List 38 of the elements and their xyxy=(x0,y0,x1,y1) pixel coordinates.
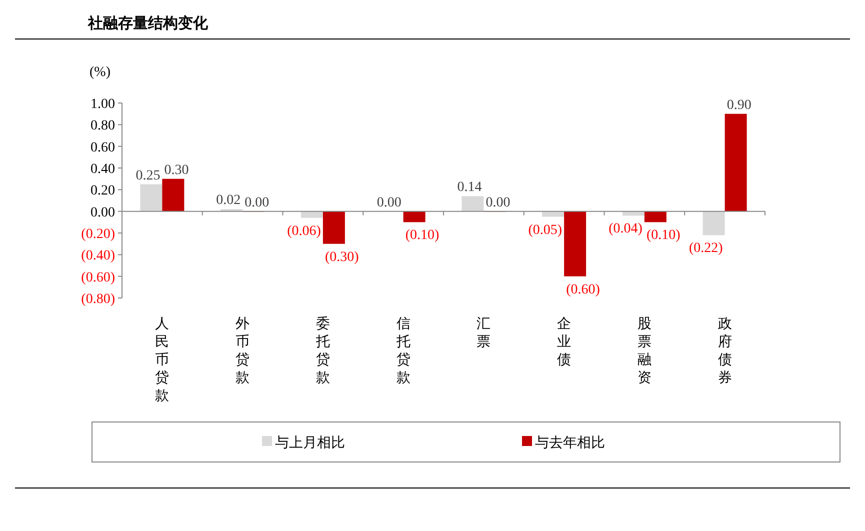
data-label: (0.60) xyxy=(566,282,600,298)
x-tick-label: 股票融资 xyxy=(637,316,652,386)
y-tick-label: 0.20 xyxy=(90,184,115,199)
x-tick-label: 委托贷款 xyxy=(314,316,330,386)
y-tick-label: (0.60) xyxy=(81,270,116,286)
data-label: (0.10) xyxy=(405,228,440,244)
data-label: 0.02 xyxy=(216,193,241,208)
x-tick-label: 外币贷款 xyxy=(236,316,250,386)
x-tick-label: 汇票 xyxy=(476,316,491,350)
data-label: (0.04) xyxy=(608,222,643,237)
y-tick-label: (0.80) xyxy=(81,292,116,307)
data-label: 0.30 xyxy=(164,162,189,178)
y-tick-label: 1.00 xyxy=(90,97,115,112)
x-tick-label: 人民币贷款 xyxy=(155,316,170,404)
y-tick-label: 0.60 xyxy=(90,140,115,156)
data-label: 0.00 xyxy=(486,195,510,210)
data-label: 0.00 xyxy=(244,195,270,210)
y-tick-label: 0.40 xyxy=(90,162,115,177)
legend-label: 与上月相比 xyxy=(275,435,345,451)
data-label: 0.14 xyxy=(457,180,482,196)
data-label: 0.00 xyxy=(376,195,402,210)
x-tick-label: 信托贷款 xyxy=(395,316,410,386)
data-label: (0.22) xyxy=(688,241,724,256)
data-label: (0.30) xyxy=(324,250,360,265)
chart-title: 社融存量结构变化 xyxy=(87,14,209,32)
y-tick-label: (0.40) xyxy=(81,248,116,264)
data-label: (0.05) xyxy=(528,222,562,238)
x-tick-label: 政府债券 xyxy=(718,317,732,386)
y-tick-label: 0.00 xyxy=(90,205,115,220)
data-label: 0.25 xyxy=(136,168,160,184)
y-axis-title: (%) xyxy=(90,65,111,80)
legend-label: 与去年相比 xyxy=(535,435,605,451)
data-label: (0.10) xyxy=(646,228,681,244)
y-tick-label: (0.20) xyxy=(81,227,116,242)
x-tick-label: 企业债 xyxy=(557,316,572,368)
data-label: 0.90 xyxy=(726,98,752,113)
data-label: (0.06) xyxy=(287,224,322,239)
y-tick-label: 0.80 xyxy=(90,118,115,134)
